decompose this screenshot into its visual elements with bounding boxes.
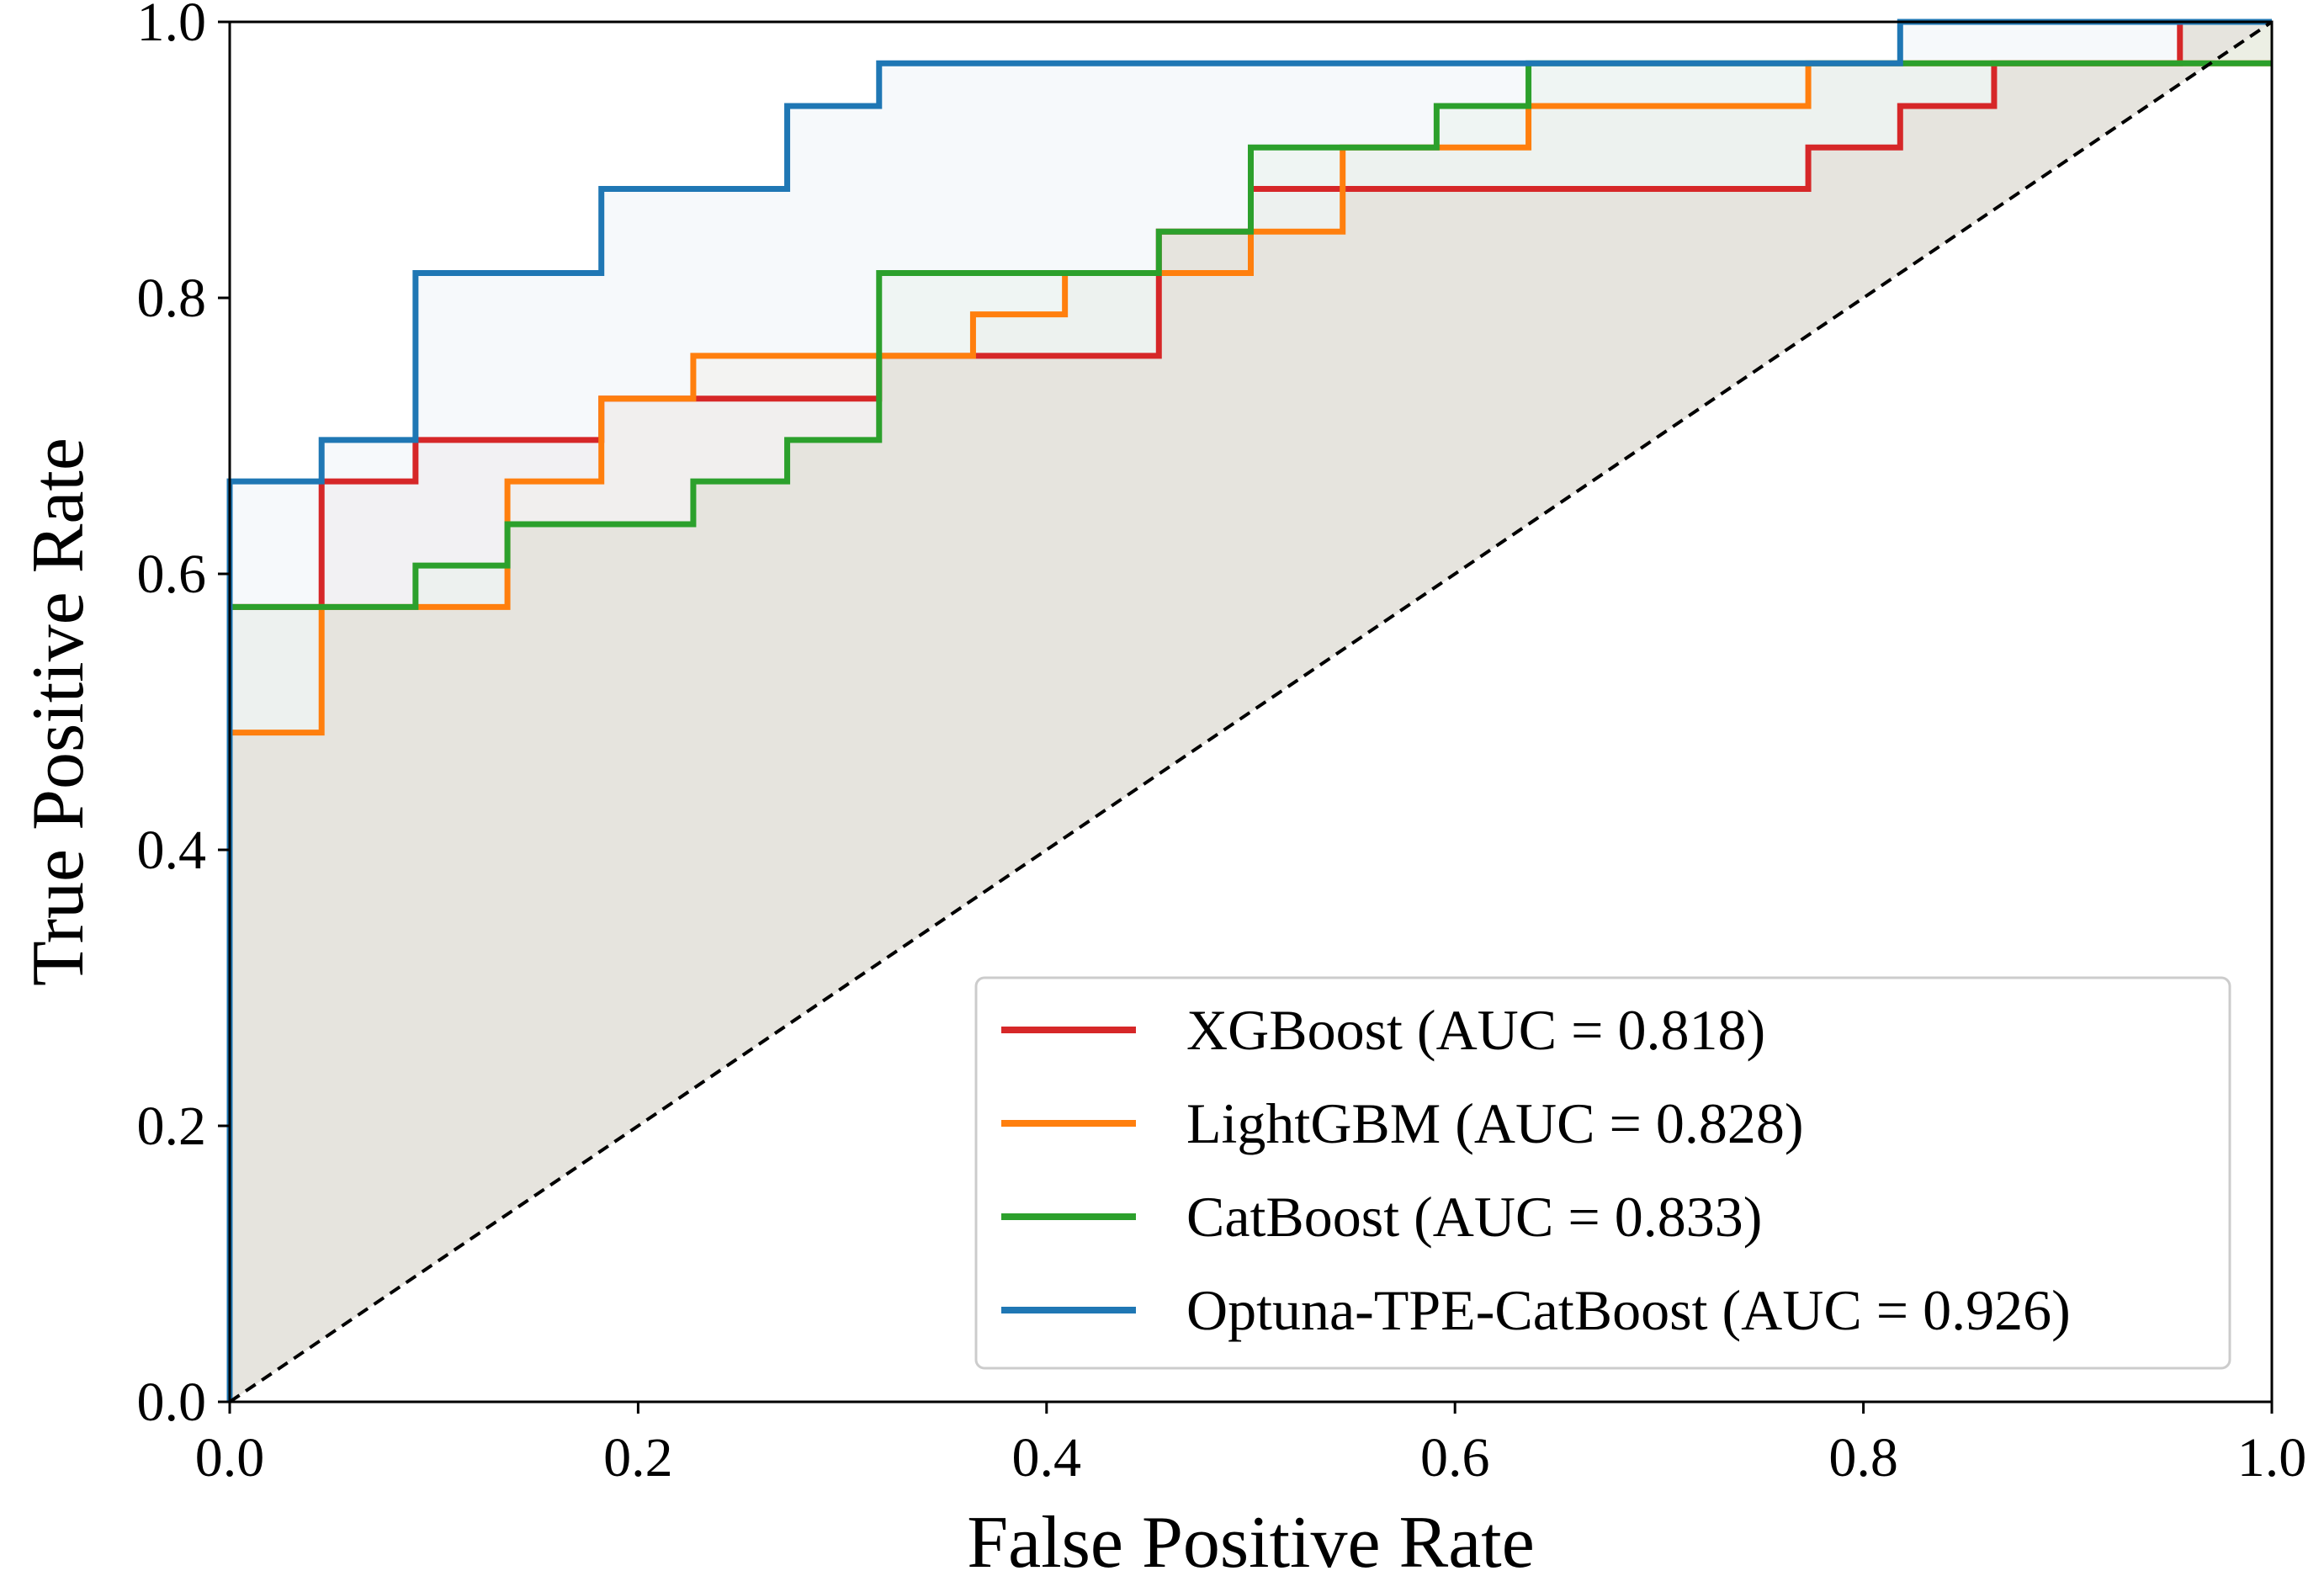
x-tick-label: 0.0 — [195, 1427, 265, 1489]
x-tick-label: 0.4 — [1012, 1427, 1082, 1489]
y-tick-label: 0.2 — [137, 1096, 207, 1157]
roc-line-lightgbm — [226, 60, 2272, 1402]
roc-line-optuna-tpe-catboost — [226, 19, 2272, 1402]
x-tick-label: 0.2 — [603, 1427, 673, 1489]
legend-label-xgboost: XGBoost (AUC = 0.818) — [1186, 998, 1765, 1062]
roc-line-xgboost — [226, 19, 2272, 1402]
reference-diagonal-line — [228, 20, 2274, 1404]
legend: XGBoost (AUC = 0.818) LightGBM (AUC = 0.… — [974, 976, 2231, 1370]
legend-label-optuna-tpe-catboost: Optuna-TPE-CatBoost (AUC = 0.926) — [1186, 1278, 2071, 1342]
roc-line-catboost — [226, 60, 2272, 1402]
x-tick-label: 1.0 — [2237, 1427, 2307, 1489]
y-tick-label: 0.4 — [137, 820, 207, 881]
plot-frame — [228, 20, 2274, 1404]
legend-label-catboost: CatBoost (AUC = 0.833) — [1186, 1185, 1762, 1249]
x-tick-label: 0.6 — [1420, 1427, 1490, 1489]
y-axis-ticks: 0.0 0.2 0.4 0.6 0.8 1.0 — [137, 0, 230, 1433]
series-lines — [226, 19, 2272, 1402]
x-axis-title: False Positive Rate — [967, 1502, 1535, 1584]
legend-box — [974, 976, 2231, 1370]
y-tick-label: 0.6 — [137, 544, 207, 605]
y-tick-label: 0.8 — [137, 268, 207, 329]
x-tick-label: 0.8 — [1828, 1427, 1898, 1489]
y-tick-label: 1.0 — [137, 0, 207, 53]
y-tick-label: 0.0 — [137, 1372, 207, 1433]
x-axis-ticks: 0.0 0.2 0.4 0.6 0.8 1.0 — [195, 1402, 2307, 1489]
y-axis-title: True Positive Rate — [18, 438, 99, 986]
legend-label-lightgbm: LightGBM (AUC = 0.828) — [1186, 1091, 1803, 1155]
